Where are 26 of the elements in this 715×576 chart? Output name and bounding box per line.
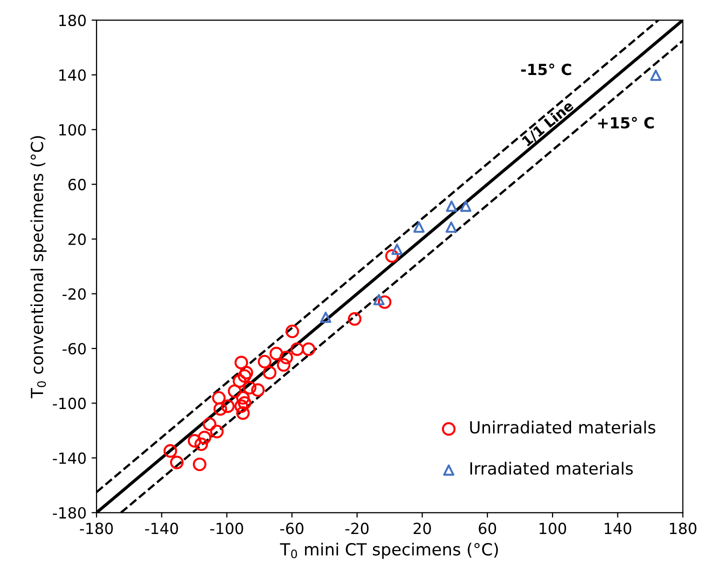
y-tick-label: 100 xyxy=(59,124,86,136)
y-tick-label: 20 xyxy=(68,234,86,246)
y-tick-label: -180 xyxy=(52,507,86,519)
y-axis-title: T$_{0}$ conventional specimens (°C) xyxy=(30,136,47,398)
x-tick-label: 60 xyxy=(478,522,496,534)
x-tick-label: -180 xyxy=(80,522,113,534)
x-tick-label: -100 xyxy=(210,522,244,534)
x-tick-label: 180 xyxy=(670,522,696,534)
x-axis-title: T$_{0}$ mini CT specimens (°C) xyxy=(280,542,498,559)
x-tick-label: -60 xyxy=(280,522,304,534)
y-tick-label: -20 xyxy=(62,288,86,300)
y-tick-label: -140 xyxy=(52,452,86,464)
y-tick-label: -100 xyxy=(52,398,86,410)
x-tick-label: 20 xyxy=(414,522,431,534)
y-tick-label: -60 xyxy=(62,342,86,354)
y-tick-label: 60 xyxy=(68,178,86,190)
x-tick-label: -140 xyxy=(145,522,178,534)
x-tick-label: -20 xyxy=(345,522,369,534)
x-tick-label: 100 xyxy=(540,522,566,534)
annotation: +15° C xyxy=(598,116,654,129)
legend-label: Irradiated materials xyxy=(470,462,633,475)
y-tick-label: 180 xyxy=(59,14,86,26)
annotation: -15° C xyxy=(521,64,572,76)
y-tick-label: 140 xyxy=(59,69,86,81)
x-tick-label: 140 xyxy=(604,522,632,534)
legend-label: Unirradiated materials xyxy=(470,420,656,434)
